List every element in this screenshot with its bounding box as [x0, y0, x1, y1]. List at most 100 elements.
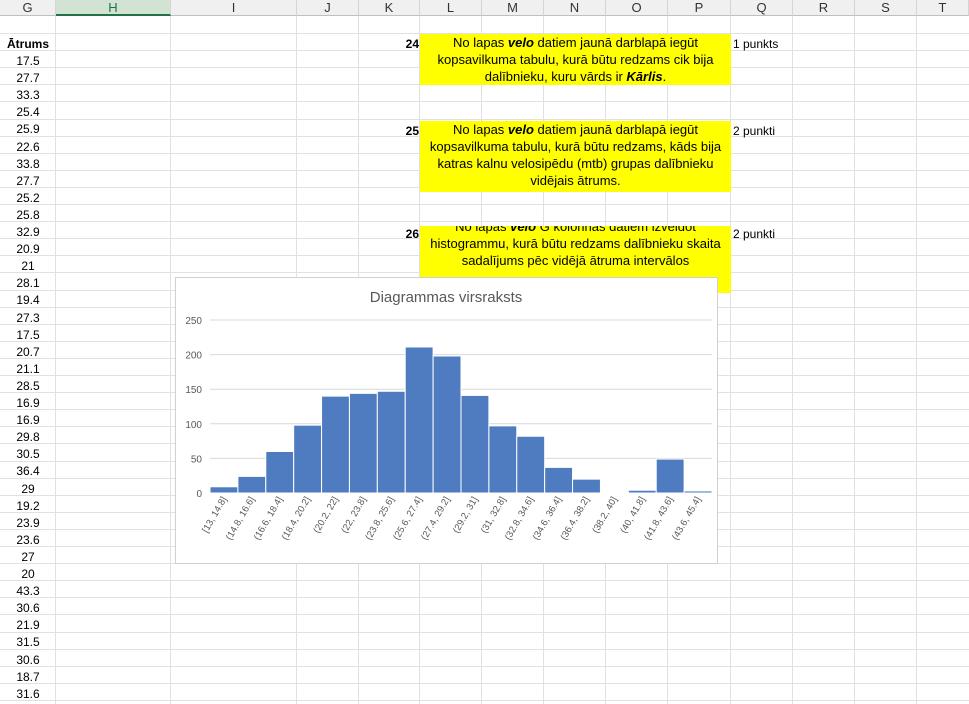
histogram-chart[interactable]: Diagrammas virsraksts 0 50 100 150 200 250 [13… — [175, 277, 718, 564]
g-cell[interactable]: 16.9 — [16, 396, 40, 410]
g-cell[interactable]: 33.3 — [16, 88, 40, 102]
y-tick-label: 150 — [185, 385, 202, 396]
task-number[interactable]: 25 — [405, 124, 419, 138]
histogram-bar[interactable] — [544, 466, 574, 494]
column-header-o[interactable]: O — [606, 0, 668, 16]
column-header-h[interactable]: H — [56, 0, 171, 16]
grid-hline — [0, 666, 969, 667]
histogram-bar[interactable] — [599, 491, 629, 494]
g-cell[interactable]: 30.6 — [16, 601, 40, 615]
column-header-s[interactable]: S — [855, 0, 917, 16]
task-description[interactable]: No lapas velo datiem jaunā darblapā iegū… — [420, 34, 731, 85]
x-tick-label: (18.4, 20.2] — [280, 495, 314, 542]
g-cell[interactable]: 22.6 — [16, 140, 40, 154]
column-header-l[interactable]: L — [420, 0, 482, 16]
g-cell[interactable]: 36.4 — [16, 464, 40, 478]
task-points[interactable]: 2 punkti — [733, 124, 776, 138]
g-cell[interactable]: 20.7 — [16, 345, 40, 359]
column-header-m[interactable]: M — [482, 0, 544, 16]
x-tick-label: [13, 14.8] — [200, 495, 229, 535]
g-cell[interactable]: 30.6 — [16, 653, 40, 667]
task-points[interactable]: 2 punkti — [733, 227, 776, 241]
histogram-bar[interactable] — [460, 394, 490, 494]
g-cell[interactable]: 17.5 — [16, 54, 40, 68]
task-text-part: . — [662, 69, 667, 84]
g-cell[interactable]: 27 — [21, 550, 35, 564]
histogram-bar[interactable] — [572, 478, 601, 494]
grid-vline — [170, 16, 171, 704]
g-cell[interactable]: 31.6 — [16, 687, 40, 701]
histogram-bar[interactable] — [655, 458, 685, 494]
g-cell[interactable]: 23.6 — [16, 533, 40, 547]
grid-hline — [0, 204, 969, 205]
column-header-g[interactable]: G — [0, 0, 56, 16]
g-cell[interactable]: 20.9 — [16, 242, 40, 256]
task-text-part: datiem jaunā darblapā iegūt kopsavilkuma… — [429, 122, 722, 188]
task-text-emphasis: velo — [507, 122, 534, 137]
g-cell[interactable]: 20 — [21, 567, 35, 581]
g-cell[interactable]: 29.8 — [16, 430, 40, 444]
g-cell[interactable]: 27.7 — [16, 71, 40, 85]
g-cell[interactable]: 29 — [21, 482, 35, 496]
g-cell[interactable]: 21.1 — [16, 362, 40, 376]
column-header-t[interactable]: T — [917, 0, 969, 16]
g-cell[interactable]: 25.2 — [16, 191, 40, 205]
g-cell[interactable]: 19.4 — [16, 293, 40, 307]
grid-vline — [730, 16, 731, 704]
g-cell[interactable]: 25.8 — [16, 208, 40, 222]
g-cell[interactable]: 19.2 — [16, 499, 40, 513]
g-cell[interactable]: 27.7 — [16, 174, 40, 188]
g-cell[interactable]: 30.5 — [16, 447, 40, 461]
column-header-k[interactable]: K — [359, 0, 420, 16]
column-header-r[interactable]: R — [793, 0, 855, 16]
histogram-bar[interactable] — [293, 424, 323, 494]
g-cell[interactable]: 25.4 — [16, 105, 40, 119]
g-cell[interactable]: 17.5 — [16, 328, 40, 342]
g-cell[interactable]: 23.9 — [16, 516, 40, 530]
histogram-bar[interactable] — [321, 395, 350, 494]
g-cell[interactable]: 31.5 — [16, 635, 40, 649]
histogram-bar[interactable] — [404, 346, 434, 494]
grid-vline — [792, 16, 793, 704]
g-cell[interactable]: 28.1 — [16, 276, 40, 290]
column-header-p[interactable]: P — [668, 0, 731, 16]
grid-hline — [0, 700, 969, 701]
g-cell[interactable]: 33.8 — [16, 157, 40, 171]
grid-vline — [916, 16, 917, 704]
g-cell[interactable]: 18.7 — [16, 670, 40, 684]
atrums-header[interactable]: Ātrums — [6, 37, 49, 51]
histogram-bar[interactable] — [683, 490, 713, 494]
task-description[interactable]: No lapas velo datiem jaunā darblapā iegū… — [420, 121, 731, 192]
g-cell[interactable]: 27.3 — [16, 311, 40, 325]
column-header-i[interactable]: I — [171, 0, 297, 16]
task-number[interactable]: 24 — [405, 37, 419, 51]
g-cell[interactable]: 25.9 — [16, 122, 40, 136]
histogram-bar[interactable] — [265, 450, 295, 494]
grid-hline — [0, 580, 969, 581]
column-header-n[interactable]: N — [544, 0, 606, 16]
g-cell[interactable]: 32.9 — [16, 225, 40, 239]
grid-hline — [0, 632, 969, 633]
g-cell[interactable]: 43.3 — [16, 584, 40, 598]
column-header-q[interactable]: Q — [731, 0, 793, 16]
histogram-bar[interactable] — [432, 355, 462, 494]
g-cell[interactable]: 21 — [21, 259, 35, 273]
g-cell[interactable]: 28.5 — [16, 379, 40, 393]
histogram-bar[interactable] — [209, 486, 239, 494]
task-text-part: No lapas — [453, 122, 508, 137]
histogram-bar[interactable] — [376, 390, 406, 494]
histogram-bar[interactable] — [348, 392, 378, 494]
task-points[interactable]: 1 punkts — [733, 37, 779, 51]
grid-hline — [0, 597, 969, 598]
task-number[interactable]: 26 — [405, 227, 419, 241]
histogram-bar[interactable] — [237, 475, 267, 494]
histogram-svg: Diagrammas virsraksts 0 50 100 150 200 250 [13… — [185, 289, 713, 542]
histogram-bar[interactable] — [516, 435, 546, 494]
histogram-bar[interactable] — [488, 425, 518, 494]
g-cell[interactable]: 21.9 — [16, 618, 40, 632]
column-header-j[interactable]: J — [297, 0, 359, 16]
histogram-bar[interactable] — [627, 489, 657, 494]
g-cell[interactable]: 16.9 — [16, 413, 40, 427]
x-tick-label: (27.4, 29.2] — [419, 495, 453, 542]
